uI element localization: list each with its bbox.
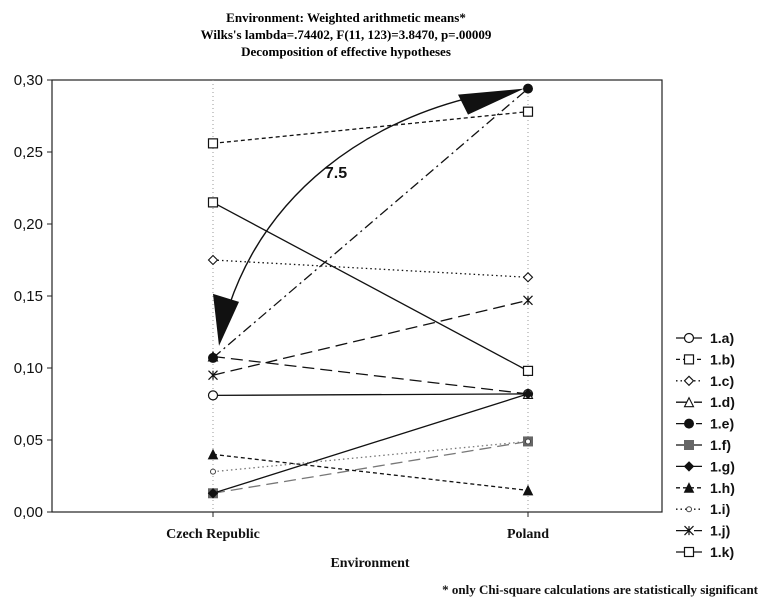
legend-item-5: 1.e): [676, 416, 734, 432]
y-tick-label: 0,30: [14, 72, 43, 89]
legend-item-6: 1.f): [676, 437, 731, 453]
series-line: [212, 393, 529, 494]
series-10: [208, 295, 533, 381]
series-3: [207, 254, 534, 283]
series-1: [207, 388, 534, 401]
grid: [212, 80, 529, 512]
data-point: [522, 484, 534, 496]
chart-title: Environment: Weighted arithmetic means* W…: [201, 10, 492, 59]
series-7: [207, 388, 534, 499]
legend-item-4: 1.d): [676, 394, 735, 410]
data-point: [522, 365, 534, 376]
legend-label: 1.i): [710, 501, 730, 517]
series-4: [207, 350, 534, 399]
annotation: 7.5: [213, 88, 524, 346]
legend-label: 1.a): [710, 330, 734, 346]
legend-marker: [683, 332, 695, 344]
y-tick-label: 0,00: [14, 504, 43, 521]
series-line: [212, 355, 529, 395]
legend-label: 1.k): [710, 544, 734, 560]
title-line-1: Environment: Weighted arithmetic means*: [226, 10, 466, 25]
legend: 1.a) 1.b) 1.c) 1.d) 1.e) 1.f) 1.g) 1.h) 1.i) 1.j)…: [676, 330, 735, 560]
data-point: [523, 295, 533, 306]
x-axis: Czech Republic Poland: [166, 512, 549, 542]
x-axis-title: Environment: [330, 556, 409, 571]
legend-item-3: 1.c): [676, 373, 734, 389]
annotation-label: 7.5: [325, 165, 347, 182]
legend-marker: [683, 482, 695, 493]
legend-label: 1.j): [710, 523, 730, 539]
y-tick-label: 0,05: [14, 432, 43, 449]
legend-marker: [683, 375, 695, 387]
data-point: [522, 272, 534, 283]
legend-marker: [683, 396, 695, 408]
series-line: [212, 299, 529, 376]
legend-item-2: 1.b): [676, 351, 735, 367]
legend-item-8: 1.h): [676, 480, 735, 496]
series-line: [212, 111, 529, 145]
legend-item-7: 1.g): [676, 458, 735, 474]
data-point: [207, 138, 219, 149]
legend-marker: [683, 546, 695, 558]
legend-marker: [684, 440, 694, 450]
title-line-2: Wilks's lambda=.74402, F(11, 123)=3.8470…: [201, 27, 492, 42]
footnote: * only Chi-square calculations are stati…: [442, 582, 759, 597]
data-point: [523, 83, 533, 94]
data-point: [210, 468, 216, 475]
data-point: [207, 448, 219, 460]
legend-item-10: 1.j): [676, 523, 730, 539]
data-point: [207, 197, 219, 208]
series-line: [212, 393, 529, 397]
series-line: [212, 201, 529, 372]
series-8: [207, 448, 534, 496]
data-point: [207, 488, 219, 499]
legend-item-11: 1.k): [676, 544, 734, 560]
series-2: [207, 106, 534, 149]
data-point: [525, 438, 531, 445]
data-point: [208, 352, 218, 363]
arrowhead-up: [458, 88, 524, 115]
y-tick-label: 0,10: [14, 360, 43, 377]
y-tick-label: 0,20: [14, 216, 43, 233]
legend-marker: [683, 461, 695, 472]
legend-label: 1.g): [710, 458, 735, 474]
series-line: [212, 88, 529, 359]
annotation-curve: [228, 97, 467, 307]
series-line: [212, 440, 529, 473]
legend-label: 1.d): [710, 394, 735, 410]
y-tick-label: 0,15: [14, 288, 43, 305]
legend-label: 1.e): [710, 416, 734, 432]
legend-marker: [683, 354, 695, 365]
y-tick-label: 0,25: [14, 144, 43, 161]
series-9: [210, 438, 531, 475]
legend-label: 1.f): [710, 437, 731, 453]
legend-label: 1.b): [710, 351, 735, 367]
legend-item-9: 1.i): [676, 501, 730, 517]
legend-marker: [684, 418, 694, 429]
series-line: [212, 259, 529, 278]
series-group: [207, 83, 534, 499]
series-6: [208, 436, 533, 499]
legend-item-1: 1.a): [676, 330, 734, 346]
x-tick-label: Poland: [507, 527, 549, 542]
data-point: [522, 106, 534, 117]
legend-marker: [684, 525, 694, 536]
y-axis: 0,00 0,05 0,10 0,15 0,20 0,25 0,30: [14, 72, 52, 521]
data-point: [522, 388, 534, 400]
data-point: [208, 370, 218, 381]
series-line: [212, 453, 529, 492]
title-line-3: Decomposition of effective hypotheses: [241, 44, 451, 59]
x-tick-label: Czech Republic: [166, 527, 260, 542]
series-5: [208, 83, 533, 363]
data-point: [207, 254, 219, 266]
legend-marker: [686, 506, 692, 513]
legend-label: 1.h): [710, 480, 735, 496]
legend-label: 1.c): [710, 373, 734, 389]
arrowhead-down: [213, 293, 239, 346]
series-11: [207, 197, 534, 376]
data-point: [207, 390, 219, 401]
